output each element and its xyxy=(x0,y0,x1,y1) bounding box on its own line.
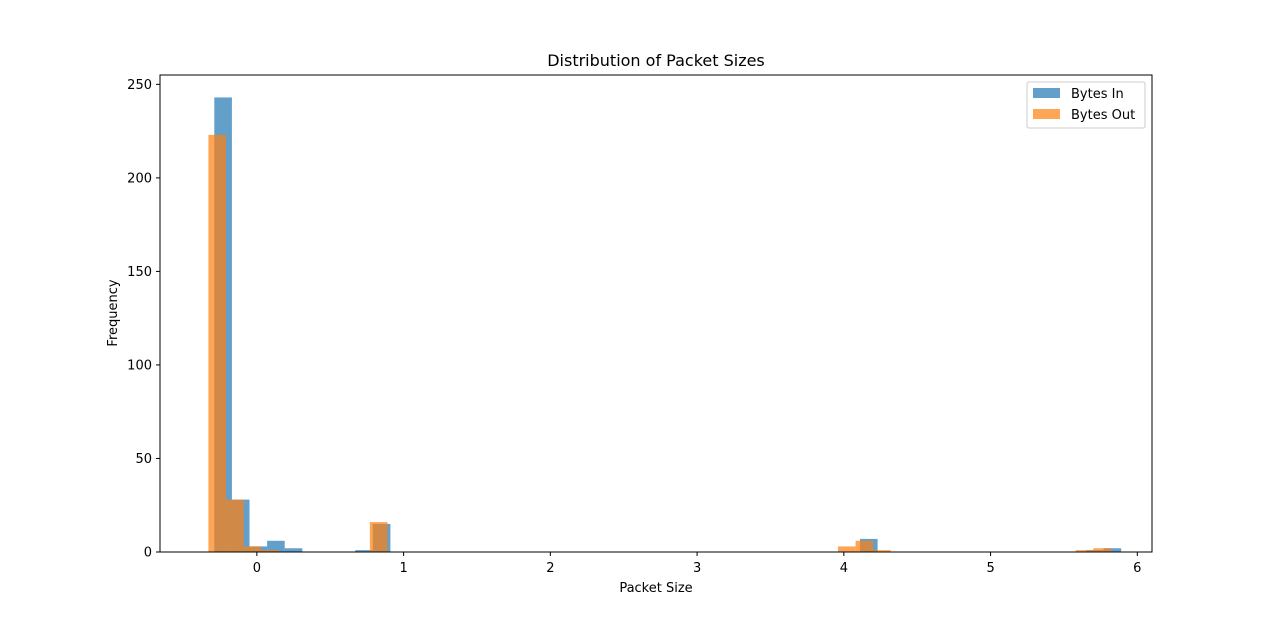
bar-bytes-in-4 xyxy=(284,548,303,552)
bar-bytes-in-3 xyxy=(267,540,285,552)
bar-bytes-out-9 xyxy=(1093,548,1111,552)
bar-bytes-out-1 xyxy=(226,499,244,552)
bar-bytes-out-8 xyxy=(1075,550,1094,552)
x-axis-ticks: 0 1 2 3 4 5 6 xyxy=(253,552,1141,576)
x-axis-label: Packet Size xyxy=(619,581,692,596)
y-tick-label-0: 0 xyxy=(144,546,152,561)
bar-bytes-in-9 xyxy=(1103,548,1122,552)
y-tick-label-1: 50 xyxy=(135,452,152,467)
y-tick-label-5: 250 xyxy=(127,78,152,93)
y-axis-ticks: 0 50 100 150 200 250 xyxy=(127,78,160,561)
x-tick-label-2: 2 xyxy=(546,561,554,576)
x-tick-label-6: 6 xyxy=(1133,561,1141,576)
y-axis-label: Frequency xyxy=(106,279,121,346)
y-tick-label-4: 200 xyxy=(127,171,152,186)
legend-swatch-bytes-in xyxy=(1033,88,1060,98)
y-tick-label-3: 150 xyxy=(127,265,152,280)
bar-bytes-out-5 xyxy=(837,546,856,552)
legend-label-bytes-out: Bytes Out xyxy=(1071,108,1135,123)
bar-bytes-out-0 xyxy=(208,134,227,553)
bar-bytes-in-5 xyxy=(355,550,373,552)
plot-frame xyxy=(159,74,1153,553)
x-tick-label-0: 0 xyxy=(253,561,261,576)
bar-bytes-out-2 xyxy=(243,546,262,552)
x-tick-label-5: 5 xyxy=(986,561,994,576)
y-tick-label-2: 100 xyxy=(127,358,152,373)
bar-bytes-out-3 xyxy=(261,550,279,552)
legend: Bytes In Bytes Out xyxy=(1026,81,1146,129)
legend-label-bytes-in: Bytes In xyxy=(1071,87,1124,102)
bar-bytes-out-7 xyxy=(873,550,891,552)
plot-area xyxy=(208,97,1122,553)
x-tick-label-4: 4 xyxy=(840,561,848,576)
bar-bytes-out-6 xyxy=(855,540,874,552)
bar-bytes-out-4 xyxy=(369,522,388,552)
chart-title: Distribution of Packet Sizes xyxy=(547,51,765,70)
x-tick-label-1: 1 xyxy=(399,561,407,576)
legend-swatch-bytes-out xyxy=(1033,109,1060,119)
x-tick-label-3: 3 xyxy=(693,561,701,576)
